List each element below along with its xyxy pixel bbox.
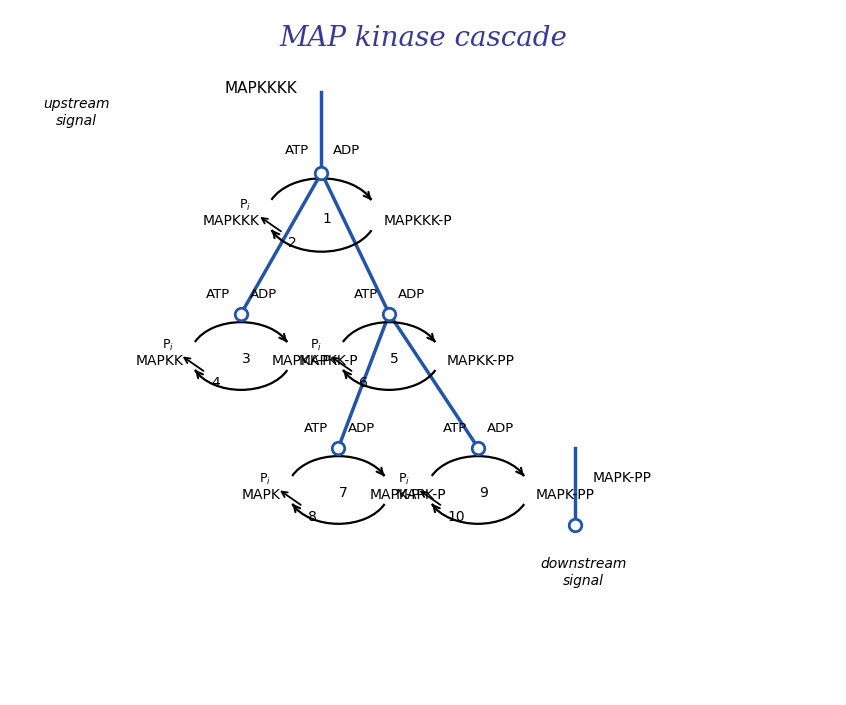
Text: ATP: ATP (206, 288, 230, 301)
Text: MAPKK-PP: MAPKK-PP (447, 354, 514, 368)
Text: MAPKKK-P: MAPKKK-P (383, 214, 452, 228)
Text: 6: 6 (359, 376, 368, 390)
Text: ADP: ADP (250, 288, 277, 301)
Text: 2: 2 (288, 236, 297, 250)
Text: MAPKK-P: MAPKK-P (299, 354, 358, 368)
Text: MAPK-P: MAPK-P (396, 488, 447, 502)
Text: MAPKKKK: MAPKKKK (224, 80, 297, 96)
Text: P$_i$: P$_i$ (310, 338, 321, 352)
Text: MAPKK-P: MAPKK-P (272, 354, 332, 368)
Text: MAPK-PP: MAPK-PP (536, 488, 595, 502)
Text: P$_i$: P$_i$ (398, 472, 410, 486)
Text: 5: 5 (390, 352, 398, 367)
Text: MAPKK: MAPKK (135, 354, 184, 368)
Text: ADP: ADP (348, 422, 375, 435)
Text: MAPKKK: MAPKKK (203, 214, 260, 228)
Text: P$_i$: P$_i$ (239, 198, 251, 213)
Text: ADP: ADP (487, 422, 514, 435)
Text: P$_i$: P$_i$ (162, 338, 173, 352)
Text: upstream
signal: upstream signal (43, 97, 109, 128)
Text: ADP: ADP (332, 145, 360, 157)
Text: MAP kinase cascade: MAP kinase cascade (279, 25, 567, 52)
Text: MAPK: MAPK (242, 488, 281, 502)
Text: 10: 10 (448, 510, 465, 524)
Text: 7: 7 (339, 486, 348, 501)
Text: ATP: ATP (304, 422, 327, 435)
Text: ATP: ATP (443, 422, 467, 435)
Text: P$_i$: P$_i$ (259, 472, 271, 486)
Text: MAPK-PP: MAPK-PP (592, 471, 651, 485)
Text: 9: 9 (479, 486, 487, 501)
Text: 3: 3 (242, 352, 250, 367)
Text: ATP: ATP (284, 145, 309, 157)
Text: ADP: ADP (398, 288, 426, 301)
Text: downstream
signal: downstream signal (541, 557, 627, 588)
Text: ATP: ATP (354, 288, 378, 301)
Text: 1: 1 (322, 212, 332, 226)
Text: MAPK-P: MAPK-P (370, 488, 420, 502)
Text: 8: 8 (308, 510, 317, 524)
Text: 4: 4 (211, 376, 220, 390)
